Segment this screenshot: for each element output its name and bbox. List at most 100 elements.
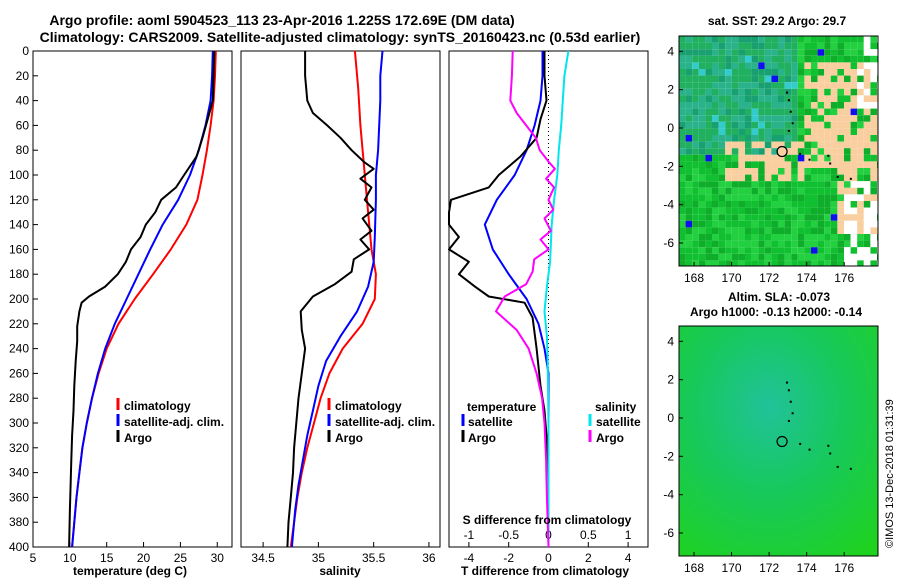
sst-cell — [751, 69, 759, 76]
sst-cell — [863, 154, 871, 162]
sst-cell — [804, 181, 811, 188]
sst-cell — [685, 88, 693, 96]
sst-cell — [850, 181, 858, 188]
sst-cell — [844, 95, 851, 102]
lon-tick-label: 176 — [834, 561, 854, 575]
y-tick-label: 260 — [9, 366, 29, 380]
sst-cell — [738, 260, 745, 266]
sst-cell — [837, 154, 844, 162]
sst-cell — [764, 227, 772, 234]
sst-cell — [863, 75, 871, 83]
sst-cell — [738, 128, 745, 135]
sst-cell — [705, 148, 712, 155]
sst-cell — [758, 82, 765, 89]
sst-cell — [804, 88, 811, 96]
sst-cell — [705, 253, 712, 261]
sst-cell — [791, 260, 798, 266]
sst-cell — [837, 49, 844, 56]
sst-cell — [738, 148, 745, 155]
sst-cell — [784, 227, 792, 234]
sst-cell — [758, 75, 765, 83]
sst-cell — [725, 42, 732, 50]
sst-cell — [758, 181, 765, 188]
sst-cell — [844, 141, 851, 149]
sst-cell — [870, 108, 877, 116]
island-speck — [829, 452, 832, 455]
sst-cell — [698, 227, 706, 234]
sst-cell — [731, 69, 739, 76]
sst-cell — [698, 128, 706, 135]
island-speck — [827, 154, 830, 157]
sst-cell — [844, 82, 851, 89]
sst-cell — [837, 174, 844, 182]
sst-cell — [685, 247, 693, 254]
sst-cell — [731, 102, 739, 109]
sst-cell — [731, 220, 739, 228]
sst-cell — [797, 82, 805, 89]
sst-cell — [778, 141, 785, 149]
sst-cell — [712, 161, 719, 168]
sst-cell — [850, 227, 858, 234]
island-speck — [786, 91, 789, 94]
sst-cell — [758, 88, 765, 96]
island-speck — [799, 152, 802, 155]
sst-cell — [804, 207, 811, 215]
sst-cell — [863, 227, 871, 234]
sst-cell — [791, 102, 798, 109]
sst-cell — [830, 42, 838, 50]
sst-cell — [764, 260, 772, 266]
y-tick-label: 220 — [9, 317, 29, 331]
sst-cell — [705, 115, 712, 122]
sst-cell — [844, 108, 851, 116]
figure-title-line2: Climatology: CARS2009. Satellite-adjuste… — [40, 29, 641, 45]
sst-cell — [824, 128, 831, 135]
sst-cell — [804, 260, 811, 266]
sst-cell — [791, 181, 798, 188]
sst-cell — [837, 121, 844, 129]
sst-cell — [817, 148, 825, 155]
sst-cell — [863, 214, 871, 221]
lat-tick-label: 2 — [667, 83, 674, 97]
sst-cell — [817, 88, 825, 96]
sst-cell — [771, 161, 778, 168]
sst-cell — [679, 240, 686, 248]
sst-cell — [844, 214, 851, 221]
sst-cell — [685, 55, 693, 63]
sst-cell — [705, 247, 712, 254]
sst-cell — [698, 207, 706, 215]
island-speck — [791, 122, 794, 125]
sst-cell — [705, 135, 712, 142]
sst-cell — [811, 154, 818, 162]
sst-cell — [751, 214, 759, 221]
sst-cell — [784, 75, 792, 83]
sst-cell — [705, 82, 712, 89]
sst-cell — [804, 247, 811, 254]
sst-cell — [797, 102, 805, 109]
sst-cell — [817, 187, 825, 195]
sst-cell — [771, 253, 778, 261]
sst-cell — [824, 207, 831, 215]
sst-cell — [679, 69, 686, 76]
sst-cell — [712, 181, 719, 188]
sst-cell — [784, 168, 792, 175]
sst-cell — [850, 95, 858, 102]
sla-map-lat-ticks: 4 2 0 -2 -4 -6 — [663, 334, 683, 540]
sst-cell — [685, 253, 693, 261]
sst-cell — [784, 220, 792, 228]
sst-cell — [751, 108, 759, 116]
sst-cell — [778, 128, 785, 135]
sst-cell — [844, 260, 851, 266]
sst-cell — [857, 75, 864, 83]
sst-cell — [698, 260, 706, 266]
sst-cell — [830, 135, 838, 142]
sst-cell — [850, 55, 858, 63]
y-tick-label: 240 — [9, 342, 29, 356]
sst-cell — [751, 115, 759, 122]
sst-cell — [698, 240, 706, 248]
sst-cell — [712, 88, 719, 96]
sst-cell — [679, 194, 686, 201]
sst-cell — [837, 95, 844, 102]
sst-cell — [771, 181, 778, 188]
sst-cell — [817, 102, 825, 109]
sst-cell — [685, 128, 693, 135]
